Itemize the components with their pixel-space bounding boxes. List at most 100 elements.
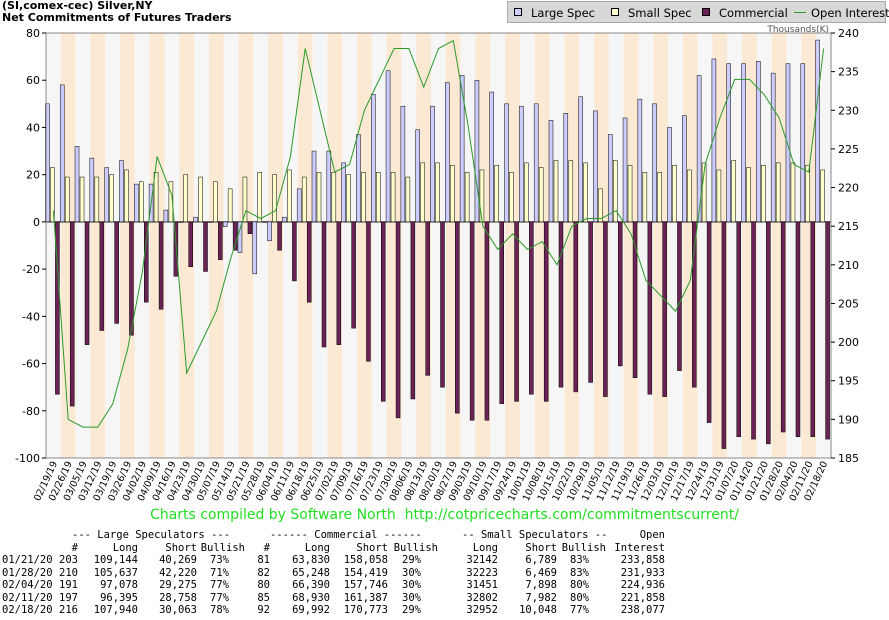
legend-swatch-small-spec — [611, 8, 619, 16]
legend-label-open-interest: Open Interest — [811, 6, 889, 20]
bar-small-spec — [509, 172, 514, 223]
cell-long: 109,144 — [93, 554, 138, 566]
cell-bullish: 77% — [210, 591, 229, 604]
bar-large-spec — [652, 103, 657, 223]
bar-large-spec — [89, 157, 95, 223]
cell-short: 30,063 — [159, 604, 197, 616]
bar-commercial — [247, 221, 253, 234]
cell-cnum: 92 — [257, 604, 270, 616]
bar-large-spec — [178, 221, 183, 223]
bar-commercial — [647, 221, 653, 395]
cell-short: 29,275 — [159, 579, 197, 591]
legend-label-small-spec: Small Spec — [628, 6, 692, 20]
cell-oi: 221,858 — [620, 591, 665, 604]
cell-cshort: 154,419 — [343, 566, 388, 579]
bar-small-spec — [790, 162, 796, 223]
bar-large-spec — [519, 105, 524, 223]
group-header-open: Open — [639, 529, 665, 541]
background-stripe — [120, 33, 135, 458]
cell-num: 203 — [59, 554, 78, 566]
legend-swatch-large-spec — [514, 8, 522, 16]
bar-large-spec — [489, 91, 494, 223]
table-group-header-row: --- Large Speculators --- ------ Commerc… — [0, 529, 889, 542]
bar-small-spec — [50, 167, 55, 223]
bar-large-spec — [356, 134, 361, 223]
cell-slong: 32952 — [466, 604, 498, 616]
y-right-axis-label: Thousands(K) — [766, 25, 829, 35]
cell-date: 02/11/20 — [2, 591, 53, 604]
cell-date: 01/21/20 — [2, 554, 53, 566]
bar-large-spec — [474, 79, 480, 223]
bar-commercial — [425, 221, 430, 376]
bar-commercial — [366, 221, 371, 362]
bar-commercial — [632, 221, 638, 378]
bar-small-spec — [139, 181, 144, 223]
bar-commercial — [736, 221, 741, 437]
bar-large-spec — [326, 150, 332, 223]
y-left-tick-label: -60 — [22, 358, 40, 371]
bar-large-spec — [637, 98, 643, 223]
positions-table: --- Large Speculators --- ------ Commerc… — [0, 529, 889, 617]
col-header-sbullish: Bullish — [561, 541, 606, 554]
bar-large-spec — [815, 39, 820, 223]
y-right-tick-label: 230 — [838, 104, 859, 117]
bar-commercial — [455, 221, 460, 414]
bar-commercial — [514, 221, 519, 402]
bar-small-spec — [376, 172, 381, 223]
bar-small-spec — [331, 172, 337, 223]
bar-commercial — [617, 221, 623, 367]
background-stripe — [194, 33, 209, 458]
bar-commercial — [692, 221, 697, 388]
group-header-commercial: ------ Commercial ------ — [270, 529, 422, 541]
bar-commercial — [188, 221, 193, 267]
bar-small-spec — [153, 172, 159, 223]
table-row: 01/28/20 210 105,637 42,220 71% 82 65,248 154,4… — [0, 567, 889, 580]
bar-large-spec — [593, 110, 598, 223]
cell-cnum: 80 — [257, 579, 270, 591]
bar-commercial — [469, 221, 475, 421]
bar-small-spec — [627, 164, 633, 223]
cell-clong: 63,830 — [292, 554, 330, 566]
col-header-sshort: Short — [525, 541, 557, 554]
cell-long: 105,637 — [93, 566, 138, 579]
y-right-tick-label: 195 — [838, 375, 859, 388]
bar-commercial — [114, 221, 119, 324]
bar-large-spec — [756, 61, 761, 223]
plot-area — [45, 32, 832, 459]
bar-commercial — [321, 221, 327, 348]
bar-large-spec — [267, 221, 272, 242]
bar-small-spec — [94, 176, 100, 223]
background-stripe — [75, 33, 91, 458]
bar-large-spec — [282, 216, 287, 223]
bar-commercial — [55, 221, 60, 395]
cell-date: 02/04/20 — [2, 579, 53, 591]
y-left-tick-label: 60 — [26, 74, 40, 87]
col-header-clong: Long — [304, 541, 330, 554]
bar-large-spec — [533, 103, 539, 223]
bar-small-spec — [464, 172, 470, 223]
cell-long: 107,940 — [93, 604, 138, 616]
bar-small-spec — [183, 174, 188, 223]
cell-sbullish: 77% — [570, 604, 589, 616]
bar-large-spec — [134, 183, 139, 223]
bar-small-spec — [524, 162, 529, 223]
bar-large-spec — [726, 63, 731, 223]
bar-small-spec — [242, 176, 248, 223]
cell-bullish: 78% — [210, 604, 229, 616]
cell-cbullish: 30% — [402, 591, 421, 604]
cell-sshort: 10,048 — [519, 604, 557, 616]
legend-line-open-interest — [794, 12, 806, 13]
legend: Large Spec Small Spec Commercial Open In… — [507, 1, 889, 23]
col-header-long: Long — [112, 541, 138, 554]
background-stripe — [208, 33, 224, 458]
y-left-tick-label: -100 — [15, 452, 40, 465]
bar-large-spec — [622, 117, 628, 223]
cell-oi: 233,858 — [620, 554, 665, 566]
bar-small-spec — [568, 160, 574, 223]
y-right-tick-label: 210 — [838, 259, 859, 272]
bar-commercial — [351, 221, 356, 329]
group-header-large: --- Large Speculators --- — [72, 529, 231, 541]
bar-large-spec — [45, 103, 50, 223]
bar-commercial — [721, 221, 727, 449]
group-header-small: -- Small Speculators -- — [462, 529, 608, 541]
